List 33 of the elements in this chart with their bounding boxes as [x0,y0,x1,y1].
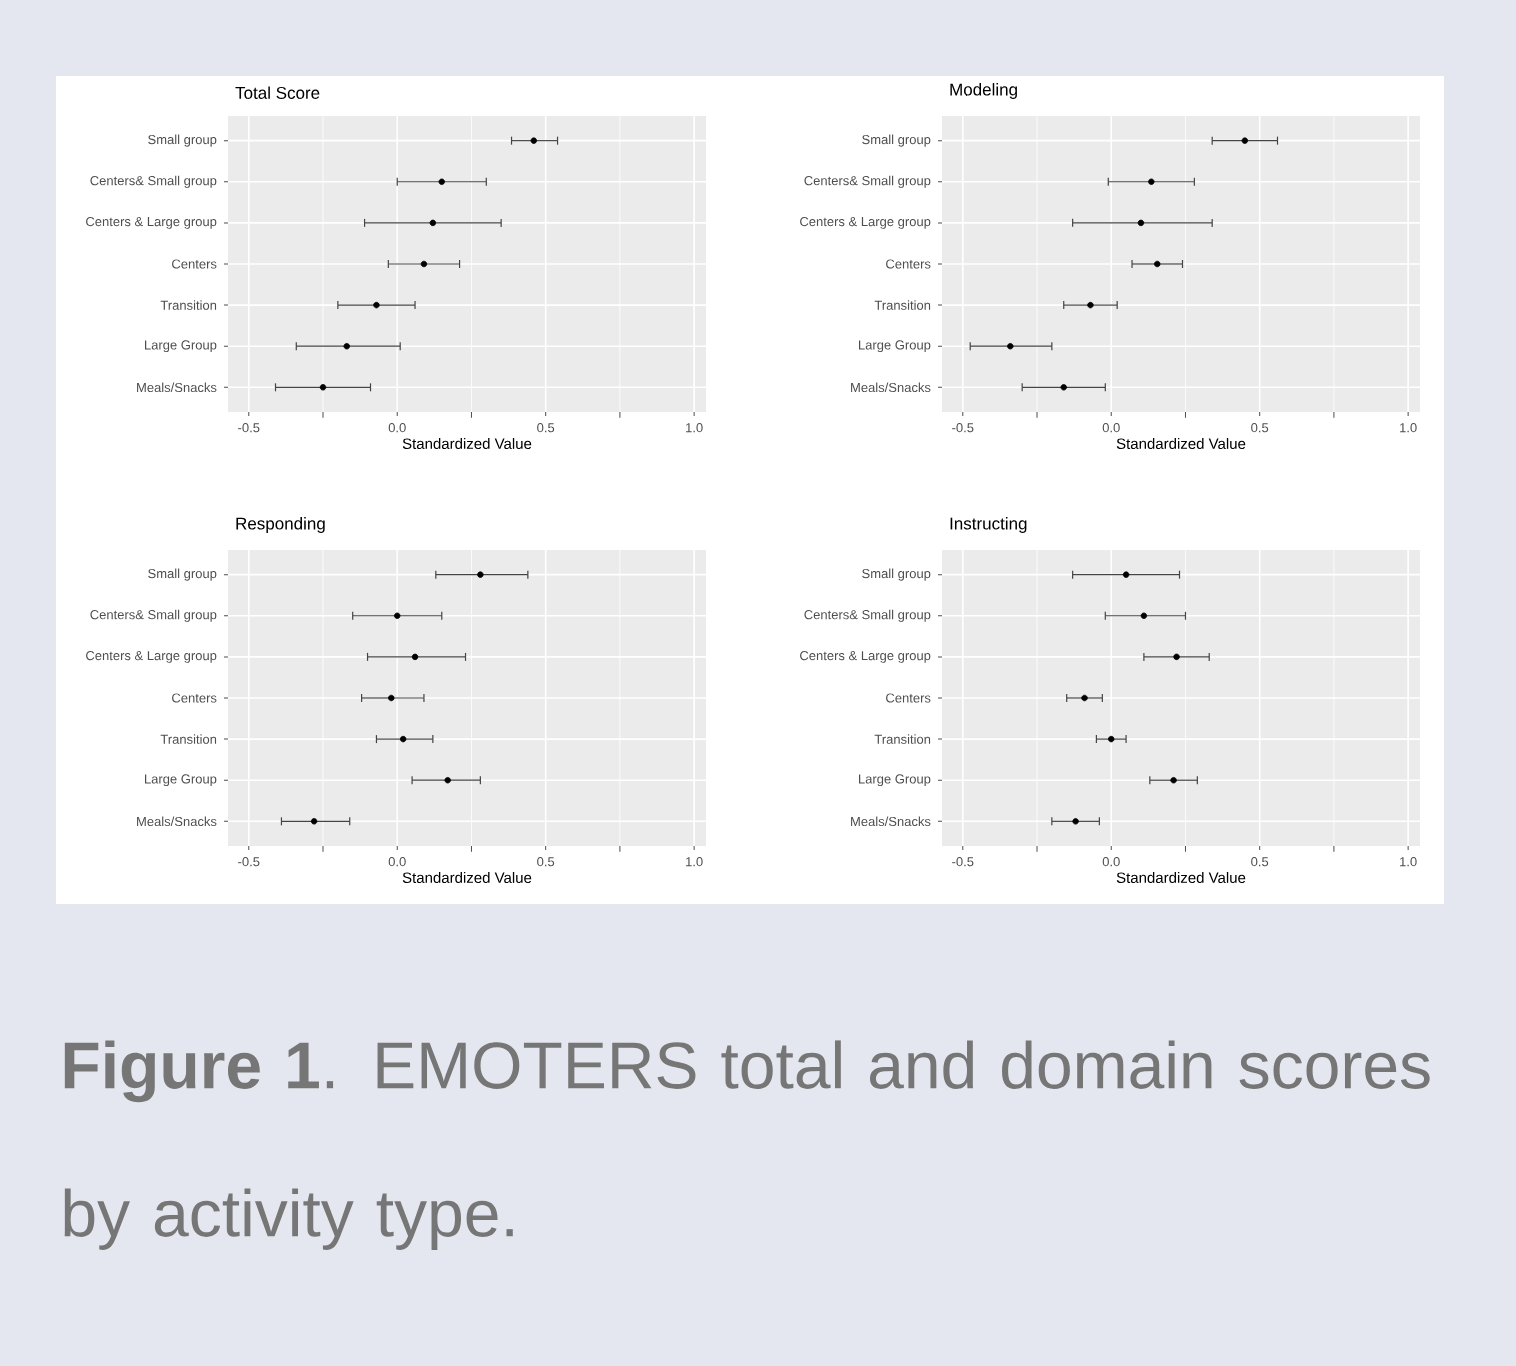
point [319,384,327,391]
text: Figure 1. EMOTERS total and domain scores by activity type. [64,1040,1430,1250]
point [1108,735,1115,743]
point [1241,137,1249,144]
point [1148,178,1155,185]
point [1140,612,1148,619]
point [1087,301,1094,309]
point [1060,384,1067,391]
point [1007,343,1014,350]
point [388,694,395,702]
point [1173,653,1180,661]
point [1137,219,1145,227]
point [444,777,451,784]
point [429,219,437,227]
point [1154,260,1161,268]
chart-title: Responding [236,517,325,533]
point [394,612,401,619]
point [1081,694,1088,702]
point [530,137,537,144]
chart-title: Total Score [235,86,320,99]
point [1072,818,1079,825]
chart-title: Modeling [950,83,1017,99]
point [399,735,407,743]
point [420,260,428,268]
point [1122,571,1130,578]
point [310,818,318,825]
point [438,178,445,185]
point [477,571,484,578]
chart-title: Instructing [950,517,1027,533]
point [343,343,350,350]
point [373,301,380,309]
point [411,653,419,661]
point [1170,777,1177,784]
